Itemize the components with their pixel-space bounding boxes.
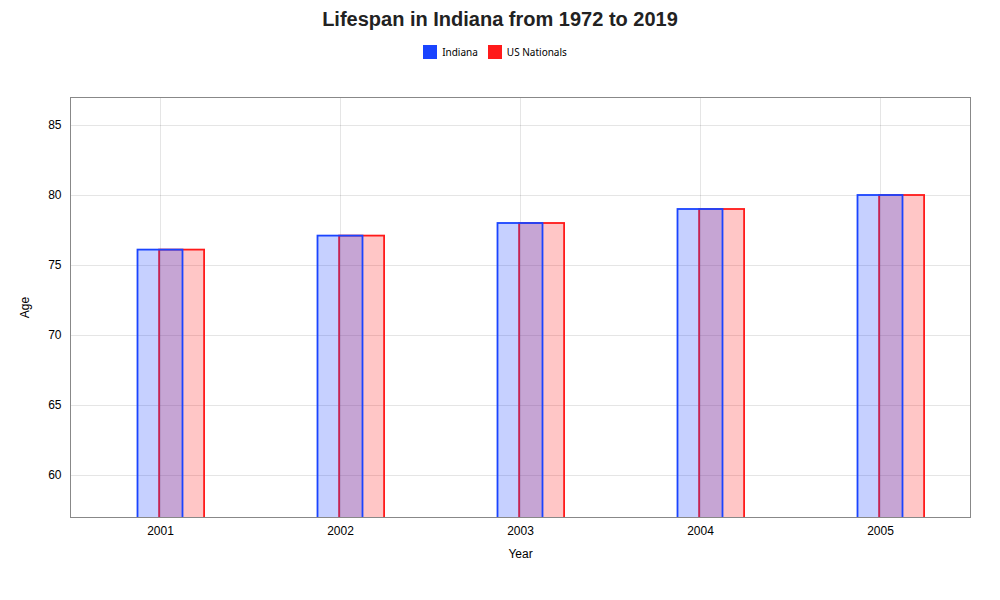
svg-text:80: 80 (48, 188, 62, 202)
svg-text:2001: 2001 (147, 524, 174, 538)
svg-text:Year: Year (508, 547, 532, 561)
svg-text:Age: Age (18, 297, 32, 319)
svg-text:2002: 2002 (327, 524, 354, 538)
svg-text:60: 60 (48, 468, 62, 482)
html-text:Lifespan in Indiana from 1972: Lifespan in Indiana from 1972 to 2019 (322, 8, 678, 30)
svg-text:70: 70 (48, 328, 62, 342)
svg-text:65: 65 (48, 398, 62, 412)
html-text:Indiana: Indiana (442, 44, 478, 59)
svg-text:2003: 2003 (507, 524, 534, 538)
svg-text:75: 75 (48, 258, 62, 272)
svg-text:85: 85 (48, 118, 62, 132)
svg-text:2005: 2005 (867, 524, 894, 538)
html-text:US Nationals: US Nationals (506, 44, 567, 59)
svg-text:2004: 2004 (687, 524, 714, 538)
